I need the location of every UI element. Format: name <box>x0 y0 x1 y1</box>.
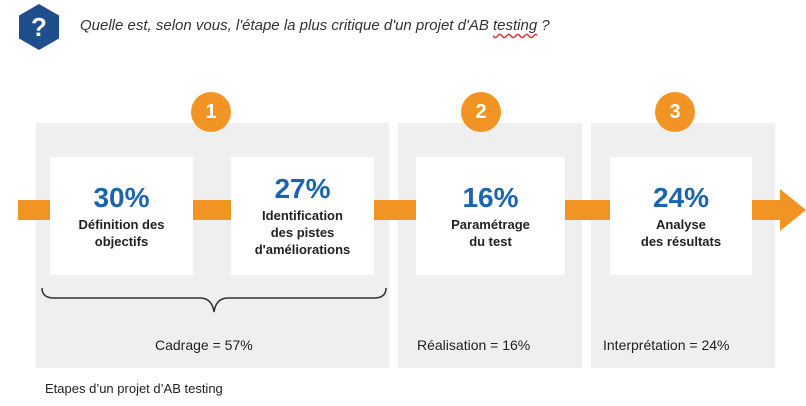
curly-brace <box>41 287 387 313</box>
step-label: Paramétrage du test <box>451 216 530 249</box>
step-card-1: 30% Définition des objectifs <box>50 157 193 275</box>
figure-caption: Etapes d’un projet d’AB testing <box>45 381 223 396</box>
question-text: Quelle est, selon vous, l'étape la plus … <box>80 17 550 34</box>
step-percent: 24% <box>652 181 710 213</box>
phase-summary-1: Cadrage = 57% <box>155 337 253 353</box>
phase-summary-3: Interprétation = 24% <box>603 337 730 353</box>
phase-number-3: 3 <box>655 92 695 132</box>
phase-number-2: 2 <box>461 92 501 132</box>
arrow-head-icon <box>752 189 806 231</box>
step-percent: 30% <box>93 181 150 213</box>
step-percent: 16% <box>462 181 519 213</box>
step-label: Identification des pistes d'amélioration… <box>254 208 351 257</box>
phase-number-1: 1 <box>191 92 231 132</box>
step-label: Analyse des résultats <box>640 216 722 249</box>
arrow-segment-1 <box>193 200 231 220</box>
phase-summary-2: Réalisation = 16% <box>417 337 531 353</box>
badge-symbol: ? <box>31 12 47 42</box>
step-label: Définition des objectifs <box>78 216 165 249</box>
question-underlined-word: testing <box>493 17 538 34</box>
step-card-2: 27% Identification des pistes d'améliora… <box>231 157 374 275</box>
question-mark-icon: ? <box>19 4 59 50</box>
step-card-4: 24% Analyse des résultats <box>610 157 752 275</box>
arrow-segment-2 <box>374 200 416 220</box>
step-card-3: 16% Paramétrage du test <box>416 157 565 275</box>
arrow-segment-3 <box>565 200 610 220</box>
step-percent: 27% <box>274 173 331 204</box>
arrow-segment-start <box>18 200 50 220</box>
